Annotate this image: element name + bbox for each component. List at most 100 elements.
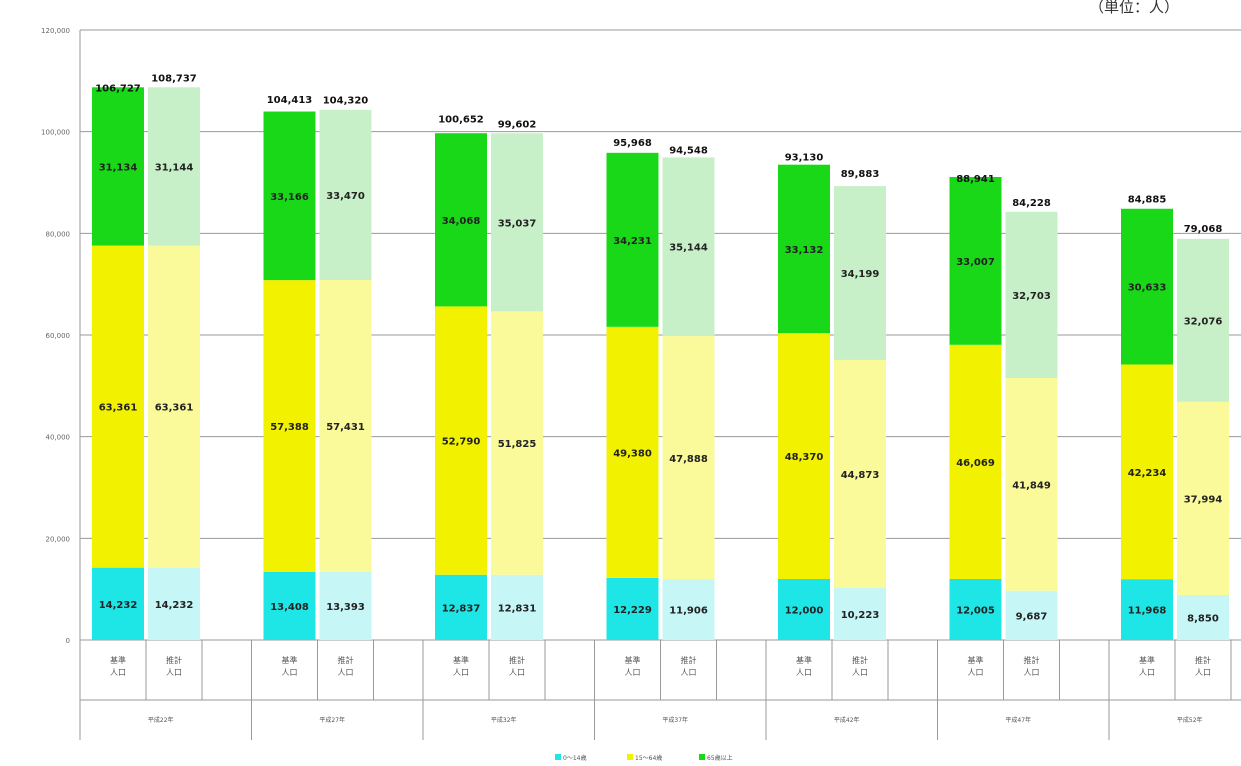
bar-segment-young xyxy=(148,567,200,640)
bar-segment-elderly xyxy=(1121,208,1173,365)
category-label: 推計 xyxy=(852,655,868,665)
value-label-working: 41,849 xyxy=(1012,480,1051,491)
category-label: 人口 xyxy=(968,668,984,677)
category-label: 基準 xyxy=(1139,655,1155,665)
total-label: 95,968 xyxy=(613,138,652,149)
unit-label: （単位：人） xyxy=(1088,0,1179,16)
category-label: 推計 xyxy=(1024,655,1040,665)
value-label-working: 48,370 xyxy=(785,452,824,463)
value-label-elderly: 35,037 xyxy=(498,218,537,229)
bar-segment-elderly xyxy=(949,177,1002,345)
total-label: 84,885 xyxy=(1128,195,1167,206)
value-label-elderly: 34,231 xyxy=(613,236,652,247)
bar-segment-working xyxy=(949,344,1002,579)
legend-label-elderly: 65歳以上 xyxy=(707,754,733,762)
bar-segment-young xyxy=(491,574,543,640)
year-label: 平成22年 xyxy=(148,716,174,724)
bar-segment-elderly xyxy=(606,152,659,327)
value-label-working: 47,888 xyxy=(669,454,708,465)
value-label-young: 13,393 xyxy=(326,602,365,613)
value-label-elderly: 33,166 xyxy=(270,192,309,203)
category-label: 人口 xyxy=(110,668,126,677)
total-label: 89,883 xyxy=(841,169,880,180)
value-label-young: 9,687 xyxy=(1016,611,1048,622)
category-label: 基準 xyxy=(110,655,126,665)
value-label-working: 57,431 xyxy=(326,422,365,433)
category-label: 人口 xyxy=(282,668,298,677)
bar-segment-elderly xyxy=(148,87,200,246)
legend-label-young: 0～14歳 xyxy=(563,754,586,762)
y-tick-label: 80,000 xyxy=(46,230,71,238)
value-label-working: 44,873 xyxy=(841,470,880,481)
value-label-elderly: 32,076 xyxy=(1184,316,1223,327)
category-label: 基準 xyxy=(796,655,812,665)
value-label-working: 49,380 xyxy=(613,448,652,459)
total-label: 79,068 xyxy=(1184,224,1223,235)
category-label: 人口 xyxy=(625,668,641,677)
value-label-young: 12,229 xyxy=(613,605,652,616)
bar-segment-working xyxy=(778,333,830,579)
total-label: 104,413 xyxy=(267,95,313,106)
bar-segment-elderly xyxy=(435,133,487,307)
category-label: 基準 xyxy=(625,655,641,665)
bar-segment-working xyxy=(606,326,659,578)
value-label-working: 51,825 xyxy=(498,439,537,450)
bar-segment-young xyxy=(662,579,715,640)
bar-segment-working xyxy=(1177,401,1229,596)
value-label-young: 11,906 xyxy=(669,606,708,617)
value-label-working: 63,361 xyxy=(99,403,138,414)
category-label: 推計 xyxy=(681,655,697,665)
bar-segment-working xyxy=(1005,378,1058,591)
value-label-elderly: 31,144 xyxy=(155,162,194,173)
bar-segment-young xyxy=(92,567,144,640)
category-label: 人口 xyxy=(1024,668,1040,677)
legend-swatch-working xyxy=(627,754,633,760)
total-label: 99,602 xyxy=(498,120,537,131)
bar-segment-working xyxy=(834,359,886,589)
value-label-elderly: 35,144 xyxy=(669,243,708,254)
y-tick-label: 120,000 xyxy=(41,27,70,35)
y-tick-label: 100,000 xyxy=(41,129,70,137)
category-label: 人口 xyxy=(338,668,354,677)
category-label: 推計 xyxy=(1195,655,1211,665)
value-label-young: 8,850 xyxy=(1187,614,1219,625)
year-label: 平成42年 xyxy=(834,716,860,724)
category-label: 基準 xyxy=(453,655,469,665)
value-label-young: 12,005 xyxy=(956,605,995,616)
bar-segment-elderly xyxy=(92,87,144,246)
y-tick-label: 20,000 xyxy=(46,535,71,543)
bar-segment-working xyxy=(263,280,316,572)
category-label: 人口 xyxy=(852,668,868,677)
value-label-elderly: 31,134 xyxy=(99,162,138,173)
bar-segment-working xyxy=(435,306,487,575)
value-label-young: 13,408 xyxy=(270,602,309,613)
year-label: 平成27年 xyxy=(319,716,345,724)
category-label: 人口 xyxy=(1139,668,1155,677)
category-label: 人口 xyxy=(509,668,525,677)
bar-segment-young xyxy=(778,579,830,640)
value-label-young: 14,232 xyxy=(155,600,194,611)
year-label: 平成37年 xyxy=(662,716,688,724)
bar-segment-young xyxy=(319,571,372,640)
total-label: 88,941 xyxy=(956,174,995,185)
bar-segment-elderly xyxy=(778,164,830,334)
category-label: 基準 xyxy=(968,655,984,665)
value-label-young: 12,837 xyxy=(442,603,481,614)
category-label: 人口 xyxy=(796,668,812,677)
bar-segment-young xyxy=(949,578,1002,640)
bar-segment-young xyxy=(1177,595,1229,640)
year-label: 平成47年 xyxy=(1005,716,1031,724)
value-label-elderly: 34,199 xyxy=(841,269,880,280)
bar-segment-working xyxy=(1121,364,1173,580)
bar-segment-young xyxy=(834,588,886,640)
value-label-elderly: 33,007 xyxy=(956,257,995,268)
year-label: 平成52年 xyxy=(1177,716,1203,724)
value-label-elderly: 30,633 xyxy=(1128,283,1167,294)
y-tick-label: 0 xyxy=(66,637,70,645)
category-label: 推計 xyxy=(338,655,354,665)
value-label-elderly: 33,132 xyxy=(785,245,824,256)
value-label-elderly: 34,068 xyxy=(442,216,481,227)
bar-segment-working xyxy=(662,336,715,580)
legend-swatch-young xyxy=(555,754,561,760)
